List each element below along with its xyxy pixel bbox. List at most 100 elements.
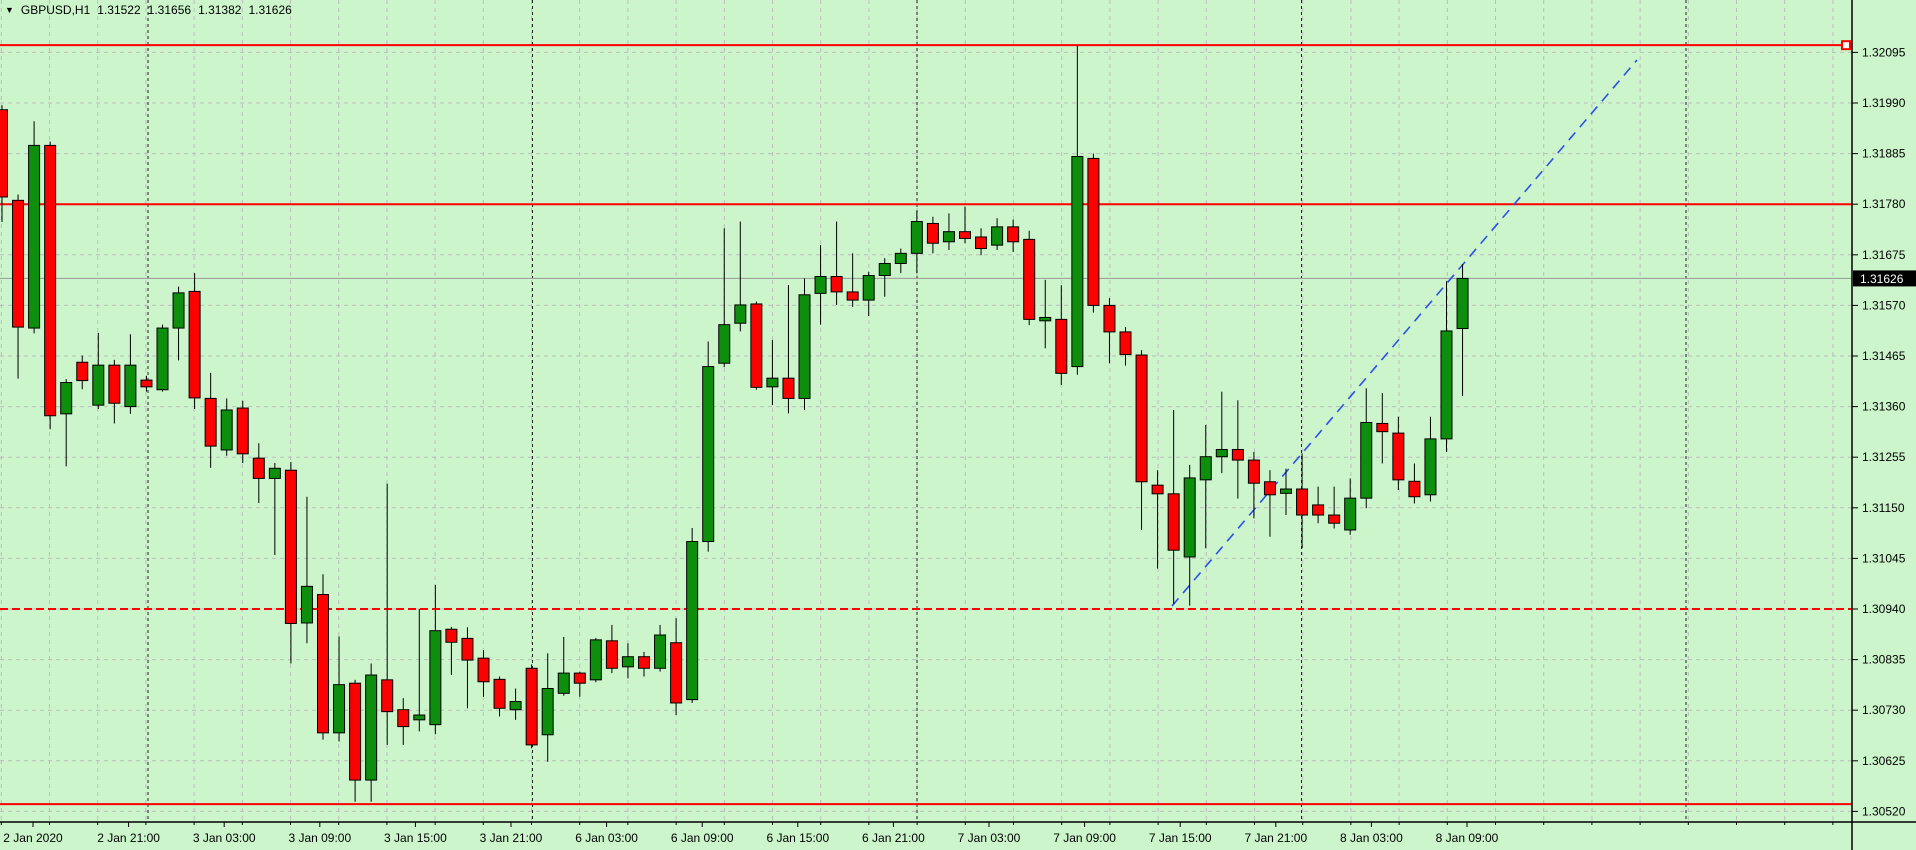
candle [156,324,169,392]
candle [1424,416,1437,502]
candle [686,528,699,703]
candle [718,228,731,368]
candle [220,398,233,456]
time-axis-label: 8 Jan 09:00 [1436,831,1499,845]
time-axis-label: 7 Jan 03:00 [958,831,1021,845]
time-axis-label: 2 Jan 2020 [3,831,63,845]
candle [413,609,426,732]
candle [1296,453,1309,549]
candle [365,663,378,802]
candle [172,286,185,361]
candle [28,121,41,334]
price-axis-label: 1.30730 [1862,703,1906,717]
candle [557,636,570,696]
price-axis-label: 1.31045 [1862,551,1906,565]
time-axis-label: 6 Jan 21:00 [862,831,925,845]
candle [188,273,201,410]
time-axis-label: 7 Jan 09:00 [1053,831,1116,845]
candle [1199,424,1212,549]
candle [252,443,265,503]
bar-low-value: 1.31382 [198,3,242,17]
candle [1055,285,1068,385]
time-axis-label: 7 Jan 21:00 [1244,831,1307,845]
candle [1183,464,1196,606]
candle [878,258,891,297]
candle [1360,388,1373,509]
candle [381,483,394,745]
candle [654,624,667,672]
candle [814,245,827,325]
time-axis-label: 6 Jan 09:00 [671,831,734,845]
current-price-badge: 1.31626 [1853,270,1916,287]
symbol-dropdown-icon[interactable]: ▼ [5,5,14,15]
candle [236,400,249,463]
time-axis: 2 Jan 2020 2 Jan 21:00 3 Jan 03:00 3 Jan 09… [0,822,1834,845]
selected-line-marker[interactable] [1841,40,1851,51]
grid-layer [0,0,1852,822]
bar-close-value: 1.31626 [248,3,292,17]
price-axis-label: 1.31255 [1862,450,1906,464]
candle [333,636,346,742]
candle [1344,478,1357,535]
candle [397,698,410,745]
price-axis-label: 1.32095 [1862,45,1906,59]
time-axis-label: 7 Jan 15:00 [1149,831,1212,845]
chart-header: ▼ GBPUSD,H1 1.31522 1.31656 1.31382 1.31… [5,3,292,17]
price-axis-label: 1.31570 [1862,298,1906,312]
price-axis-label: 1.31780 [1862,197,1906,211]
candle [1280,468,1292,516]
price-axis-label: 1.30520 [1862,804,1906,818]
candle [284,462,297,664]
candle [638,651,650,677]
candle [268,462,281,556]
candle [621,643,634,679]
candle [734,221,747,332]
candle [1007,219,1020,252]
candle [429,584,442,735]
candle [1071,45,1084,375]
candle [1103,298,1116,364]
candle [1167,409,1180,605]
candle [1119,327,1132,366]
candle [670,618,683,716]
candle [589,637,602,683]
candle [317,574,329,740]
candle [702,341,715,552]
candle [798,278,811,410]
price-axis-label: 1.31465 [1862,349,1906,363]
price-axis-label: 1.30940 [1862,602,1906,616]
candle [1376,393,1389,464]
time-axis-label: 3 Jan 03:00 [193,831,256,845]
candle [1312,486,1325,524]
candle [1408,463,1421,504]
price-axis-label: 1.31675 [1862,248,1906,262]
candle [1440,281,1453,452]
candle [959,206,971,244]
candle [541,653,554,762]
candle [445,626,458,676]
candle [12,194,25,379]
candle [0,105,8,223]
bar-high-value: 1.31656 [147,3,192,17]
symbol-period-label: GBPUSD,H1 [20,3,91,17]
candle [1456,263,1469,396]
time-axis-label: 3 Jan 15:00 [384,831,447,845]
candle [846,253,859,307]
time-axis-label: 2 Jan 21:00 [97,831,160,845]
candle [477,649,490,697]
candle [926,216,939,254]
time-axis-label: 8 Jan 03:00 [1340,831,1403,845]
candle [300,496,313,644]
horizontal-lines-layer [0,40,1852,806]
candle [92,332,105,410]
candles-layer[interactable] [0,45,1469,802]
candle [1023,230,1036,326]
candle [782,285,795,414]
time-axis-label: 6 Jan 03:00 [575,831,638,845]
candle [349,679,362,802]
candle [1087,153,1100,313]
time-axis-label: 3 Jan 09:00 [288,831,351,845]
trendline[interactable] [1171,59,1638,607]
